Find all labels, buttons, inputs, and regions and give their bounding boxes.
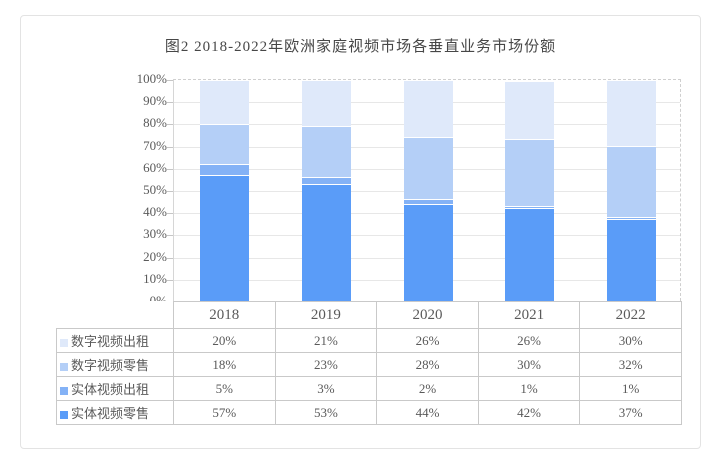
stacked-bar-2021	[505, 80, 555, 301]
value-cell: 44%	[376, 400, 479, 425]
y-axis-label: 60%	[143, 159, 167, 175]
table-row: 实体视频出租 5% 3% 2% 1% 1%	[56, 376, 682, 401]
bar-segment	[606, 219, 656, 301]
x-axis-year-cell: 2021	[477, 301, 581, 329]
x-axis-year-cell: 2018	[173, 301, 276, 329]
y-axis-label: 70%	[143, 137, 167, 153]
bar-segment	[200, 175, 250, 301]
x-axis-year-cell: 2022	[579, 301, 682, 329]
series-label-cell: 数字视频出租	[56, 328, 174, 353]
table-row: 数字视频零售 18% 23% 28% 30% 32%	[56, 352, 682, 377]
value-cell: 1%	[579, 376, 682, 401]
bar-segment	[403, 80, 453, 138]
bar-segment	[505, 205, 555, 208]
series-label-cell: 实体视频零售	[56, 400, 174, 425]
bar-segment	[200, 124, 250, 164]
legend-swatch-icon	[60, 411, 68, 419]
y-axis-tick	[167, 191, 173, 192]
y-axis-label: 30%	[143, 226, 167, 242]
y-axis-tick	[167, 279, 173, 281]
y-axis-tick	[167, 235, 173, 237]
y-axis-label: 40%	[143, 204, 167, 220]
data-table: 2018 2019 2020 2021 2022 数字视频出租 20% 21% 26% 26% 30…	[56, 301, 682, 425]
y-axis-tick	[167, 146, 173, 148]
stacked-bar-2018	[200, 80, 250, 301]
y-axis-tick	[167, 213, 173, 215]
series-name: 数字视频出租	[71, 334, 150, 349]
value-cell: 2%	[376, 376, 479, 401]
stacked-bar-2020	[403, 80, 453, 301]
bar-segment	[301, 126, 351, 178]
y-axis-label: 100%	[136, 71, 167, 86]
value-cell: 26%	[376, 328, 479, 353]
series-label-cell: 数字视频零售	[56, 352, 174, 377]
bar-segment	[403, 199, 453, 204]
y-axis-label: 20%	[143, 248, 167, 264]
bar-segment	[505, 81, 555, 139]
bar-segment	[403, 137, 453, 200]
y-axis-tick	[167, 102, 173, 104]
stacked-bar-2019	[301, 80, 351, 301]
bar-segment	[403, 203, 453, 301]
value-cell: 28%	[376, 352, 479, 377]
series-name: 实体视频零售	[71, 406, 150, 421]
y-axis-label: 10%	[143, 270, 167, 286]
series-label-cell: 实体视频出租	[56, 376, 174, 401]
value-cell: 53%	[274, 400, 378, 425]
value-cell: 3%	[274, 376, 378, 401]
value-cell: 20%	[173, 328, 276, 353]
series-name: 数字视频零售	[71, 358, 150, 373]
bar-segment	[200, 80, 250, 125]
value-cell: 23%	[274, 352, 378, 377]
table-row: 实体视频零售 57% 53% 44% 42% 37%	[56, 400, 682, 425]
value-cell: 18%	[173, 352, 276, 377]
value-cell: 37%	[579, 400, 682, 425]
y-axis-tick	[167, 168, 173, 170]
y-axis-label: 50%	[143, 182, 167, 197]
bar-segment	[301, 177, 351, 184]
value-cell: 1%	[477, 376, 581, 401]
bar-segment	[505, 138, 555, 206]
value-cell: 57%	[173, 400, 276, 425]
table-row: 数字视频出租 20% 21% 26% 26% 30%	[56, 328, 682, 353]
bar-segment	[200, 163, 250, 176]
y-axis-tick	[167, 257, 173, 259]
value-cell: 30%	[579, 328, 682, 353]
x-axis-year-cell: 2020	[376, 301, 479, 329]
value-cell: 42%	[477, 400, 581, 425]
stacked-bar-2022	[606, 80, 656, 301]
legend-swatch-icon	[60, 363, 68, 371]
value-cell: 26%	[477, 328, 581, 353]
chart-title: 图2 2018-2022年欧洲家庭视频市场各垂直业务市场份额	[164, 39, 557, 55]
y-axis-label: 90%	[143, 93, 167, 109]
y-axis-tick	[167, 80, 173, 81]
value-cell: 32%	[579, 352, 682, 377]
bar-segment	[505, 207, 555, 301]
figure-frame: 图2 2018-2022年欧洲家庭视频市场各垂直业务市场份额 100% 90% 80…	[20, 15, 701, 449]
table-corner-blank	[57, 302, 174, 329]
bar-segment	[301, 183, 351, 301]
y-axis-label: 80%	[143, 115, 167, 131]
plot-area	[167, 79, 681, 303]
value-cell: 30%	[477, 352, 581, 377]
bar-segment	[606, 146, 656, 218]
bar-segment	[301, 80, 351, 127]
bar-segment	[606, 217, 656, 220]
y-axis-tick	[167, 124, 173, 126]
x-axis-year-cell: 2019	[274, 301, 378, 329]
series-name: 实体视频出租	[71, 382, 150, 397]
legend-swatch-icon	[60, 339, 68, 347]
legend-swatch-icon	[60, 387, 68, 395]
value-cell: 21%	[274, 328, 378, 353]
bar-segment	[606, 80, 656, 147]
value-cell: 5%	[173, 376, 276, 401]
